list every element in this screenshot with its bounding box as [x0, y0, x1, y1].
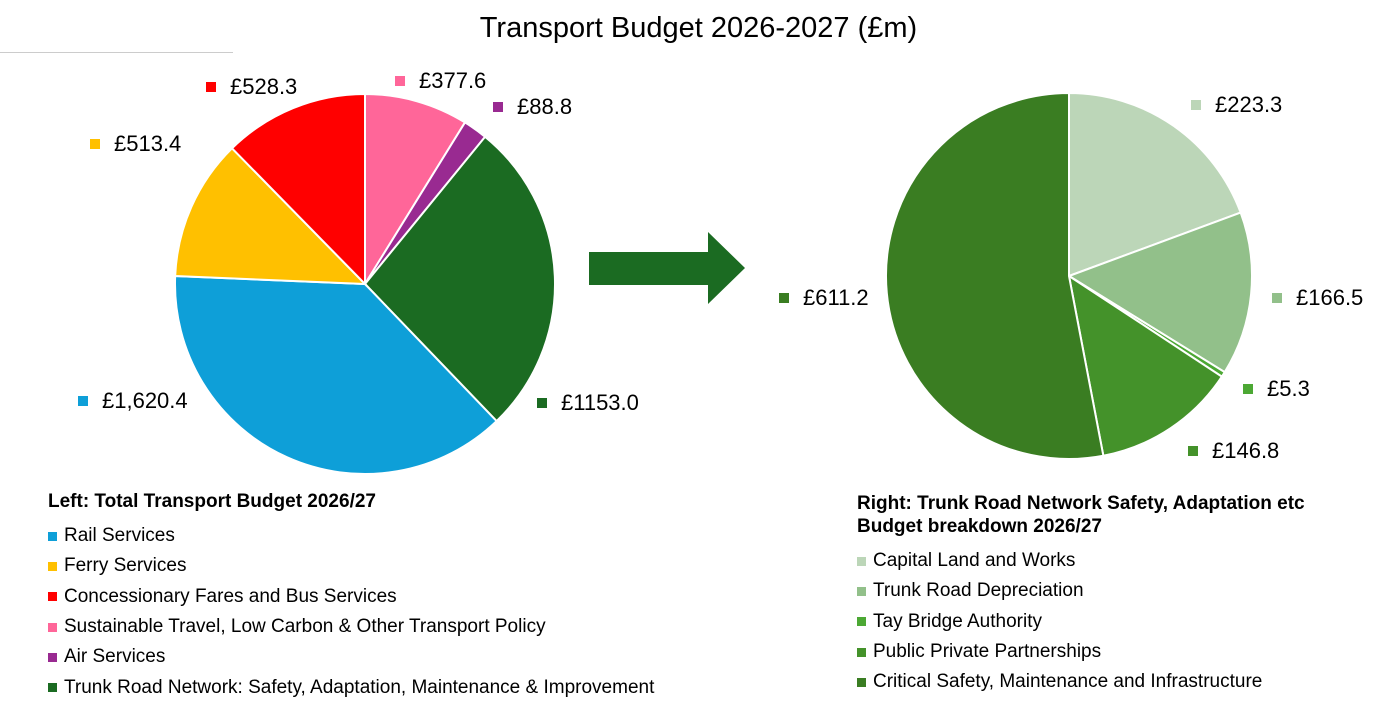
legend-item: Sustainable Travel, Low Carbon & Other T…	[48, 612, 654, 642]
pie-slice	[1066, 211, 1253, 374]
legend-swatch	[857, 647, 866, 657]
legend-swatch	[48, 592, 57, 602]
legend-label: Concessionary Fares and Bus Services	[64, 585, 397, 607]
label-swatch	[1191, 100, 1201, 110]
data-label: £5.3	[1243, 376, 1310, 402]
legend-item: Trunk Road Network: Safety, Adaptation, …	[48, 672, 654, 702]
data-label-text: £1153.0	[561, 390, 639, 415]
data-label-text: £223.3	[1215, 92, 1283, 117]
legend-swatch	[48, 652, 57, 662]
legend-label: Critical Safety, Maintenance and Infrast…	[873, 671, 1263, 693]
legend-item: Trunk Road Depreciation	[857, 576, 1327, 606]
chart-title: Transport Budget 2026-2027 (£m)	[479, 12, 918, 44]
data-label-text: £88.8	[517, 94, 573, 119]
legend-label: Air Services	[64, 646, 166, 668]
pie-slice	[1067, 273, 1224, 457]
label-swatch	[206, 82, 216, 92]
legend-label: Rail Services	[64, 525, 175, 547]
label-swatch	[493, 102, 503, 112]
data-label: £146.8	[1188, 438, 1279, 464]
legend-right: Right: Trunk Road Network Safety, Adapta…	[857, 492, 1327, 697]
legend-label: Public Private Partnerships	[873, 641, 1102, 663]
data-label: £1153.0	[537, 390, 639, 416]
legend-item: Ferry Services	[48, 551, 654, 581]
legend-left-title: Left: Total Transport Budget 2026/27	[48, 491, 376, 512]
legend-item: Public Private Partnerships	[857, 637, 1327, 667]
label-swatch	[395, 76, 405, 86]
data-label-text: £5.3	[1267, 376, 1310, 401]
label-swatch	[1243, 384, 1253, 394]
legend-label: Capital Land and Works	[873, 550, 1076, 572]
pie-slice	[1068, 91, 1242, 278]
data-label-text: £377.6	[419, 68, 487, 93]
data-label: £223.3	[1191, 92, 1282, 118]
legend-item: Rail Services	[48, 521, 654, 551]
legend-label: Trunk Road Depreciation	[873, 580, 1084, 602]
data-label-text: £513.4	[114, 131, 182, 156]
data-label: £88.8	[493, 94, 572, 120]
legend-swatch	[48, 683, 57, 693]
legend-swatch	[857, 556, 866, 566]
pie-slice	[363, 135, 556, 423]
data-label: £528.3	[206, 74, 297, 100]
legend-swatch	[857, 617, 866, 627]
label-swatch	[779, 293, 789, 303]
legend-label: Sustainable Travel, Low Carbon & Other T…	[64, 616, 546, 638]
data-label-text: £528.3	[230, 74, 298, 99]
legend-item: Tay Bridge Authority	[857, 607, 1327, 637]
legend-label: Ferry Services	[64, 555, 187, 577]
legend-swatch	[857, 677, 866, 687]
legend-swatch	[48, 531, 57, 541]
legend-swatch	[48, 561, 57, 571]
pie-left	[174, 92, 556, 475]
data-label-text: £1,620.4	[102, 388, 188, 413]
pie-slice	[230, 92, 366, 287]
data-label-text: £166.5	[1296, 285, 1364, 310]
pie-slice	[174, 274, 499, 475]
label-swatch	[537, 398, 547, 408]
legend-label: Trunk Road Network: Safety, Adaptation, …	[64, 676, 655, 698]
label-swatch	[1188, 446, 1198, 456]
pie-right	[885, 91, 1253, 460]
data-label-text: £146.8	[1212, 438, 1280, 463]
legend-item: Capital Land and Works	[857, 546, 1327, 576]
legend-item: Critical Safety, Maintenance and Infrast…	[857, 667, 1327, 697]
data-label-text: £611.2	[803, 285, 869, 310]
data-label: £1,620.4	[78, 388, 188, 414]
arrow-icon	[589, 232, 745, 304]
label-swatch	[78, 396, 88, 406]
pie-slice	[364, 92, 467, 288]
legend-item: Air Services	[48, 642, 654, 672]
pie-slice	[885, 91, 1105, 460]
legend-item: Concessionary Fares and Bus Services	[48, 582, 654, 612]
legend-swatch	[48, 622, 57, 632]
legend-right-title: Right: Trunk Road Network Safety, Adapta…	[857, 493, 1305, 537]
legend-swatch	[857, 586, 866, 596]
data-label: £611.2	[779, 285, 869, 311]
pie-slice	[174, 146, 368, 286]
data-label: £166.5	[1272, 285, 1363, 311]
legend-left: Left: Total Transport Budget 2026/27 Rai…	[48, 490, 654, 703]
divider	[0, 52, 233, 53]
data-label: £513.4	[90, 131, 181, 157]
data-label: £377.6	[395, 68, 486, 94]
legend-label: Tay Bridge Authority	[873, 610, 1042, 632]
label-swatch	[90, 139, 100, 149]
label-swatch	[1272, 293, 1282, 303]
